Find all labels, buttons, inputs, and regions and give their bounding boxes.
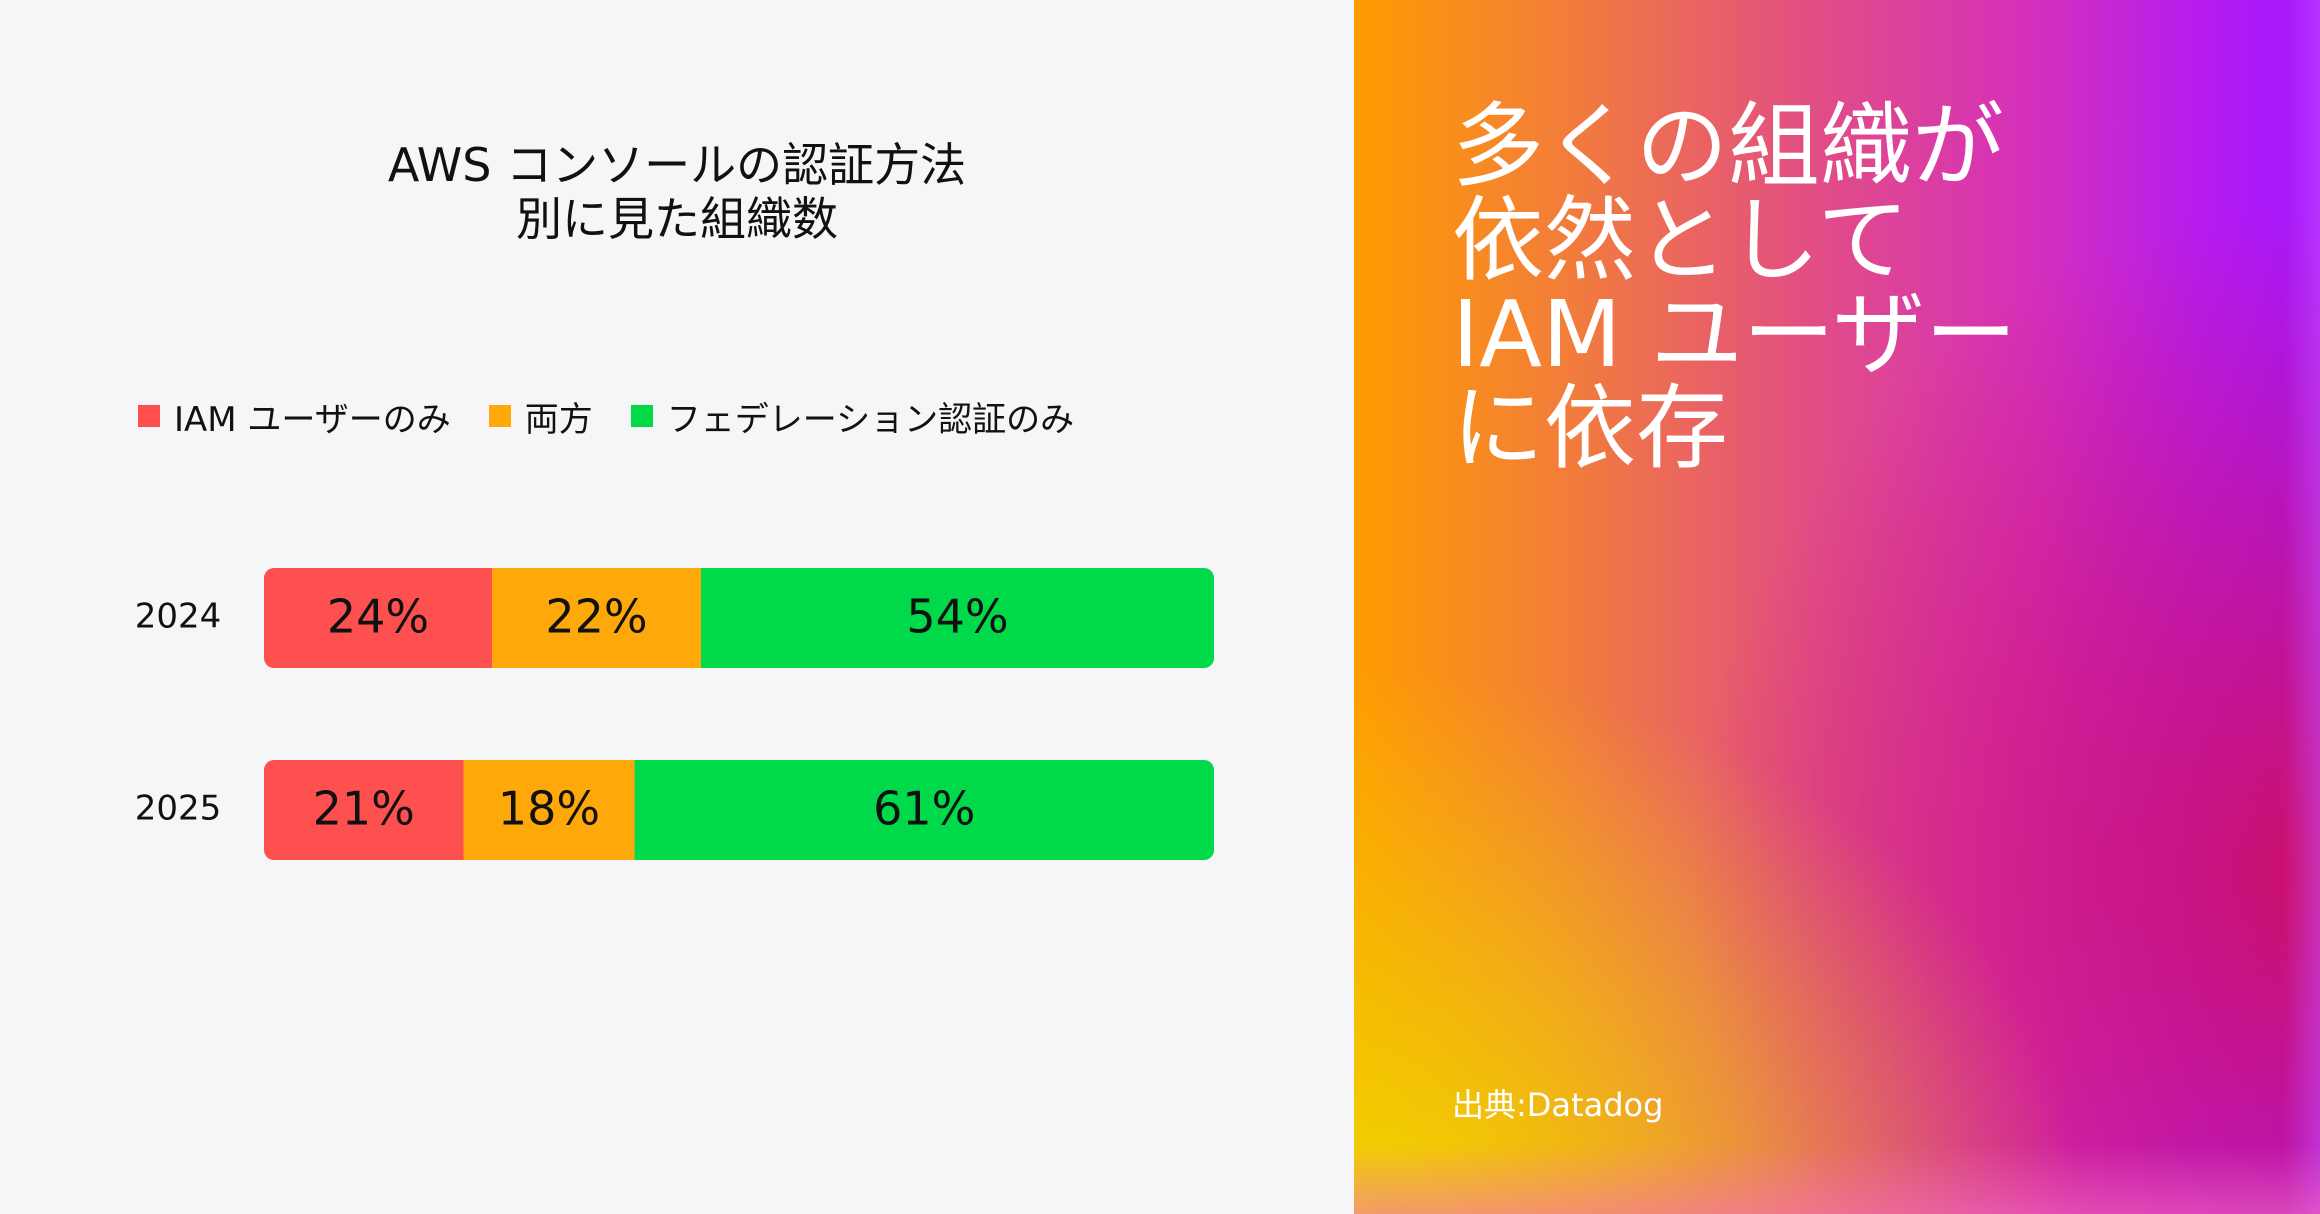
legend-label-federation-only: フェデレーション認証のみ [666, 399, 1075, 440]
bar-segment-federation-only-2025 [634, 760, 1214, 860]
bar-segment-both-2024 [492, 568, 702, 668]
data-label-both-2024: 22% [545, 590, 647, 644]
category-label-2024: 2024 [135, 597, 222, 637]
chart-title: AWS コンソールの認証方法 別に見た組織数 [0, 138, 1354, 246]
source-credit: 出典:Datadog [1452, 1086, 1664, 1124]
legend-label-iam-only: IAM ユーザーのみ [174, 399, 451, 440]
headline-line-4: に依存 [1452, 375, 1729, 482]
headline-line-3: IAM ユーザー [1452, 281, 2017, 388]
legend-swatch-both [488, 405, 511, 427]
data-label-iam-only-2025: 21% [313, 782, 415, 836]
legend-swatch-iam-only [138, 405, 160, 427]
bar-segment-iam-only-2025 [264, 760, 464, 860]
legend-label-both: 両方 [524, 399, 593, 440]
headline-line-2: 依然として [1452, 187, 1910, 294]
data-label-federation-only-2025: 61% [873, 782, 975, 836]
chart-legend: IAM ユーザーのみ 両方 フェデレーション認証のみ [138, 392, 1112, 440]
headline: 多くの組織が 依然として IAM ユーザー に依存 [1452, 100, 2017, 476]
headline-line-1: 多くの組織が [1452, 93, 2005, 200]
stacked-bar-chart: 2024 24% 22% 54% 2025 21% 18% 61% [135, 568, 1214, 860]
legend-swatch-federation-only [630, 405, 653, 427]
bar-segment-iam-only-2024 [264, 568, 493, 668]
bar-row-2025 [264, 760, 1214, 860]
legend-item-both: 両方 [488, 392, 593, 441]
chart-title-line-1: AWS コンソールの認証方法 [387, 138, 967, 192]
legend-item-iam-only: IAM ユーザーのみ [138, 392, 451, 441]
bar-row-2024 [264, 568, 1214, 668]
chart-title-line-2: 別に見た組織数 [516, 192, 838, 246]
data-label-iam-only-2024: 24% [327, 590, 429, 644]
headline-panel [1354, 0, 2320, 1214]
legend-item-federation-only: フェデレーション認証のみ [630, 392, 1075, 441]
data-label-both-2025: 18% [498, 782, 600, 836]
data-label-federation-only-2024: 54% [906, 590, 1008, 644]
bar-segment-federation-only-2024 [701, 568, 1214, 668]
bar-segment-both-2025 [463, 760, 635, 860]
category-label-2025: 2025 [135, 789, 222, 829]
